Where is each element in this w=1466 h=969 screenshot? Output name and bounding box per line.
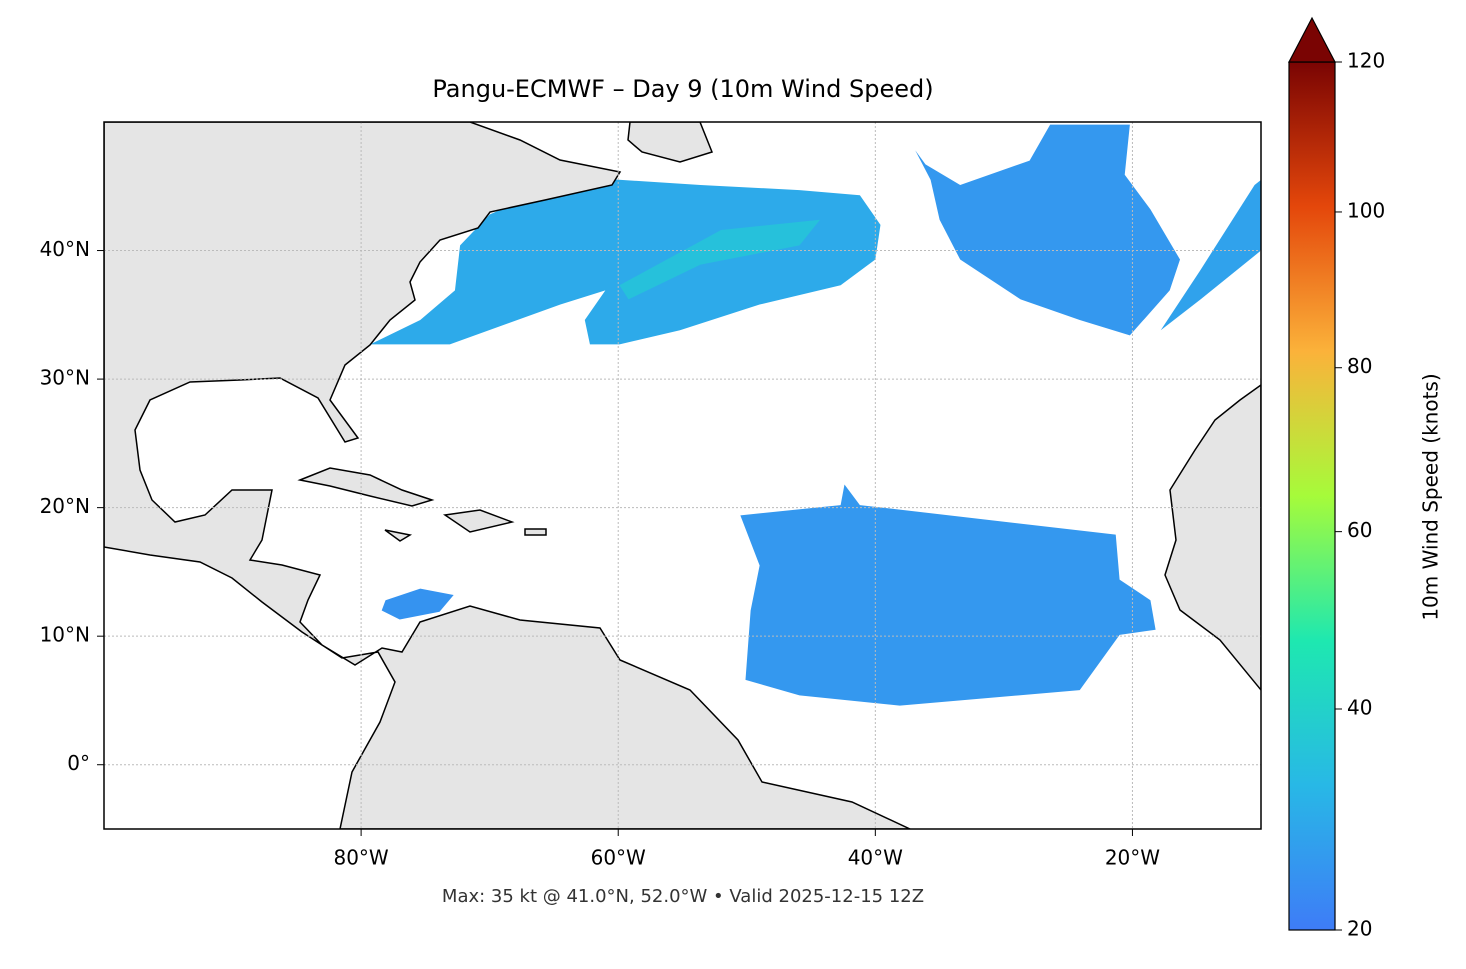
map: [104, 122, 1261, 829]
wind-region: [370, 178, 881, 345]
colorbar-tick-label: 60: [1347, 518, 1372, 542]
wind-region: [381, 588, 454, 620]
colorbar-label: 10m Wind Speed (knots): [1419, 373, 1443, 620]
land: [104, 122, 1261, 829]
colorbar-tick-label: 40: [1347, 695, 1372, 719]
x-tick-label: 20°W: [1105, 846, 1160, 870]
wind-layer: [370, 124, 1261, 706]
canada-east: [627, 122, 713, 163]
plot-frame: [103, 121, 1262, 830]
x-tick-label: 60°W: [591, 846, 646, 870]
x-tick-label: 80°W: [333, 846, 388, 870]
jamaica: [384, 529, 413, 542]
colorbar-tick-label: 120: [1347, 49, 1385, 73]
puerto-rico: [524, 528, 547, 536]
colorbar-tick-label: 20: [1347, 917, 1372, 941]
y-tick-label: 20°N: [40, 494, 90, 518]
wind-region: [619, 219, 821, 300]
americas: [104, 122, 911, 829]
y-tick-label: 40°N: [40, 237, 90, 261]
y-tick-label: 0°: [67, 751, 90, 775]
cuba: [297, 467, 435, 507]
grid: [104, 122, 1261, 829]
chart-title: Pangu-ECMWF – Day 9 (10m Wind Speed): [432, 75, 933, 103]
colorbar-tick-label: 100: [1347, 198, 1385, 222]
hispaniola: [442, 509, 515, 533]
y-tick-label: 10°N: [40, 623, 90, 647]
wind-region: [1160, 179, 1261, 331]
colorbar: 10m Wind Speed (knots) 20 40 60 80 100 120: [1288, 16, 1443, 941]
colorbar-body: [1288, 61, 1336, 931]
colorbar-extend: [1288, 16, 1336, 63]
wind-region: [740, 484, 1156, 706]
colorbar-tick-label: 80: [1347, 354, 1372, 378]
africa: [1164, 384, 1261, 692]
y-tick-label: 30°N: [40, 366, 90, 390]
footer: Max: 35 kt @ 41.0°N, 52.0°W • Valid 2025…: [442, 886, 924, 907]
x-tick-label: 40°W: [848, 846, 903, 870]
wind-region: [915, 124, 1181, 336]
